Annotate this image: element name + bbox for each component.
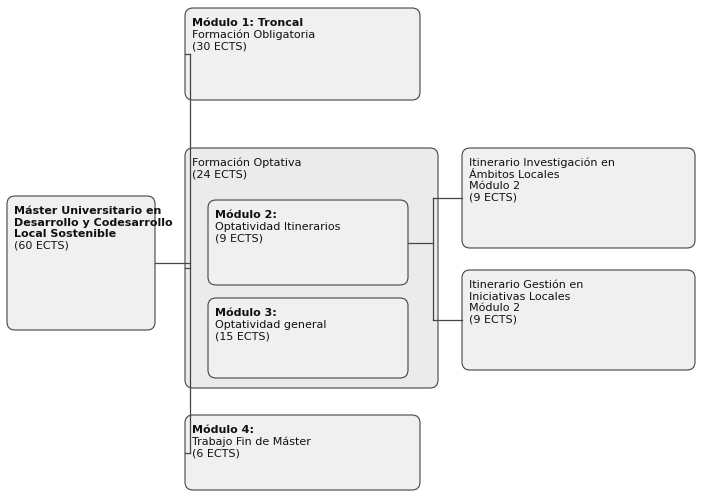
Text: Iniciativas Locales: Iniciativas Locales [469,291,570,301]
Text: Optatividad general: Optatividad general [215,319,326,330]
Text: Itinerario Gestión en: Itinerario Gestión en [469,280,583,290]
Text: Trabajo Fin de Máster: Trabajo Fin de Máster [192,437,311,447]
Text: Optatividad Itinerarios: Optatividad Itinerarios [215,222,340,232]
Text: (9 ECTS): (9 ECTS) [469,193,517,203]
FancyBboxPatch shape [185,148,438,388]
Text: Módulo 2:: Módulo 2: [215,210,277,220]
FancyBboxPatch shape [208,298,408,378]
Text: Módulo 3:: Módulo 3: [215,308,277,318]
FancyBboxPatch shape [462,148,695,248]
Text: (15 ECTS): (15 ECTS) [215,331,270,341]
Text: Formación Obligatoria: Formación Obligatoria [192,29,315,40]
Text: Itinerario Investigación en: Itinerario Investigación en [469,158,615,169]
FancyBboxPatch shape [185,415,420,490]
Text: Formación Optativa: Formación Optativa [192,158,302,169]
Text: Módulo 2: Módulo 2 [469,181,520,191]
Text: (60 ECTS): (60 ECTS) [14,241,69,251]
Text: Desarrollo y Codesarrollo: Desarrollo y Codesarrollo [14,218,173,228]
Text: Ámbitos Locales: Ámbitos Locales [469,170,560,180]
FancyBboxPatch shape [208,200,408,285]
Text: Local Sostenible: Local Sostenible [14,229,116,239]
Text: Módulo 2: Módulo 2 [469,303,520,313]
Text: (9 ECTS): (9 ECTS) [215,233,263,243]
Text: (9 ECTS): (9 ECTS) [469,315,517,325]
FancyBboxPatch shape [185,8,420,100]
Text: Módulo 4:: Módulo 4: [192,425,254,435]
Text: (6 ECTS): (6 ECTS) [192,448,240,458]
FancyBboxPatch shape [7,196,155,330]
Text: (30 ECTS): (30 ECTS) [192,41,247,51]
Text: Máster Universitario en: Máster Universitario en [14,206,162,216]
Text: Módulo 1: Troncal: Módulo 1: Troncal [192,18,303,28]
Text: (24 ECTS): (24 ECTS) [192,170,247,180]
FancyBboxPatch shape [462,270,695,370]
